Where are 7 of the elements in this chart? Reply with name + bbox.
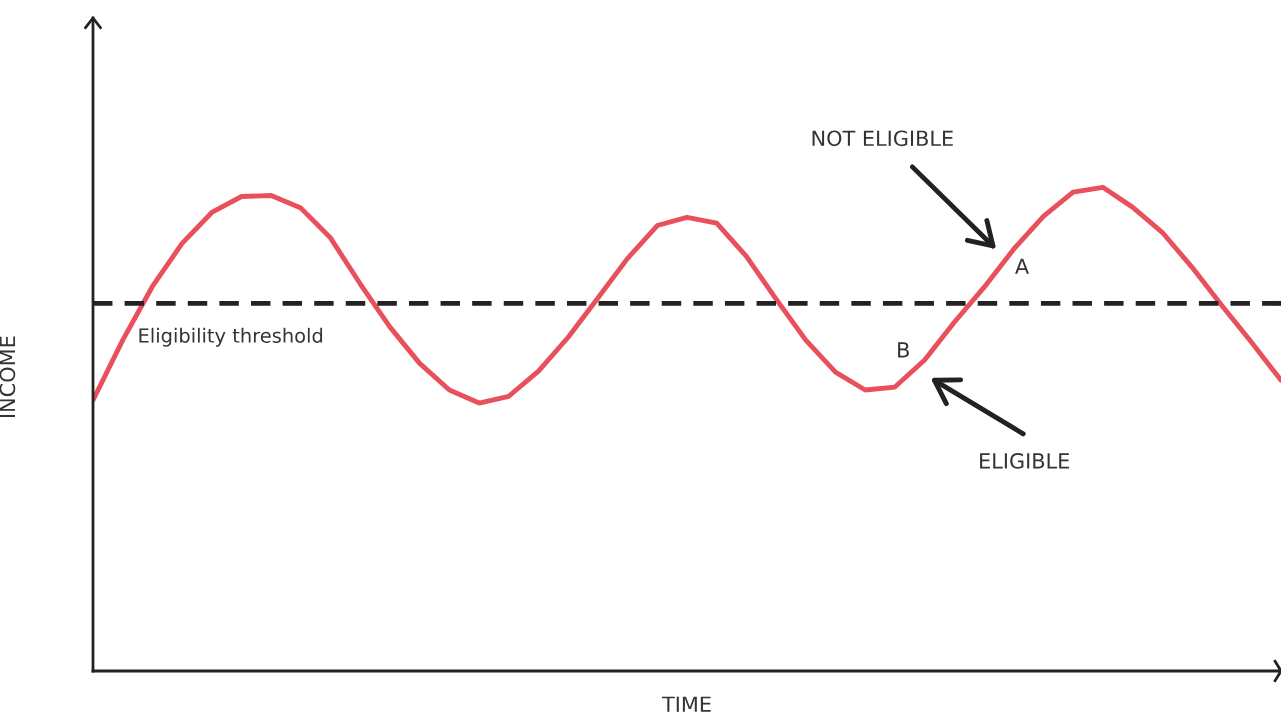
text: NOT ELIGIBLE [812,130,953,147]
annotation: B [898,342,909,358]
ref-line-label: Eligibility threshold [139,327,323,347]
x-axis-title: TIME [661,696,711,712]
annotation: A [1015,258,1029,274]
y-axis-title: INCOME [0,336,16,418]
annotation: ELIGIBLE [980,452,1069,469]
